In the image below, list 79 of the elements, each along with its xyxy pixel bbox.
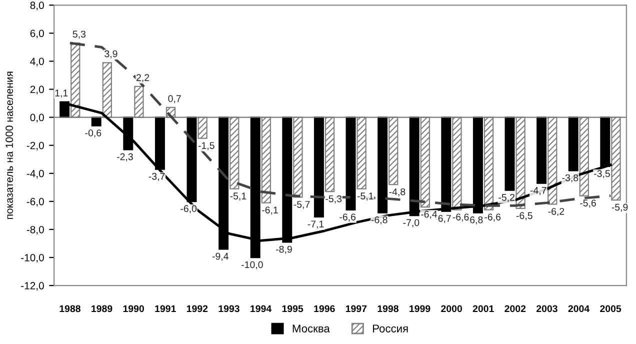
y-tick-label: -10,0 [21,254,44,263]
data-label: -6,2 [548,208,564,216]
x-tick-label: 2004 [568,305,590,312]
data-label: 5,3 [72,30,86,39]
x-tick-label: 1998 [378,305,398,312]
data-label: -5,6 [580,200,596,208]
x-tick-label: 2000 [441,305,462,312]
y-tick-label: -6,0 [26,198,44,207]
data-label: -6,0 [180,205,197,214]
data-label: -6,1 [262,206,278,215]
data-label: -6,6 [340,214,356,222]
data-label: -5,9 [612,204,628,212]
data-label: -7,0 [403,219,420,228]
data-label: -5,3 [326,195,342,204]
bar [472,116,483,214]
data-label: -2,3 [117,153,133,162]
y-tick-label: -2,0 [26,142,44,150]
bar [504,116,515,191]
data-label: -1,5 [198,142,214,150]
data-label: -3,8 [562,174,578,182]
data-label: -7,1 [308,220,324,229]
data-label: -6,6 [452,214,469,222]
data-label: -3,7 [148,172,165,181]
y-tick-label: -8,0 [26,226,44,235]
bar [409,116,420,216]
data-label: -6,4 [421,210,438,219]
data-label: 2,2 [136,74,150,82]
x-tick-label: 1990 [123,305,144,312]
x-tick-label: 2005 [600,305,622,312]
x-tick-label: 1992 [186,305,208,312]
x-tick-label: 2001 [472,305,494,312]
y-tick-label: 8,0 [30,2,44,10]
y-axis-title: показатель на 1000 населения [6,72,13,219]
data-label: -6,8 [371,216,388,224]
data-label: -6,8 [466,216,483,224]
data-label: -5,2 [498,194,514,202]
data-label: -0,6 [85,129,102,138]
y-tick-label: 4,0 [30,58,44,66]
x-tick-label: 1991 [155,305,176,312]
data-label: -6,7 [435,214,451,224]
y-tick-label: 0,0 [30,114,44,122]
bar [441,116,452,212]
data-label: -4,7 [530,187,546,195]
data-label: 0,7 [168,95,181,104]
line-series [68,42,612,207]
x-tick-label: 1989 [92,305,112,312]
bar [378,116,388,214]
x-tick-label: 1988 [60,305,80,312]
data-label: -5,7 [294,201,310,209]
bar [536,116,547,184]
x-tick-label: 1997 [346,305,367,312]
legend-label: Россия [373,324,408,332]
x-tick-label: 1999 [410,305,430,312]
x-tick-label: 2003 [536,305,558,312]
data-label: -6,6 [484,214,501,222]
x-tick-label: 2002 [504,305,526,312]
data-label: -10,0 [242,261,263,270]
y-tick-label: 6,0 [30,30,44,38]
data-label: -5,1 [230,192,246,201]
x-tick-label: 1993 [218,305,240,312]
data-label: -4,8 [389,188,406,196]
legend-label: Москва [292,324,330,332]
y-tick-label: -12,0 [21,282,44,291]
data-label: -8,9 [276,246,292,254]
data-label: -6,5 [516,212,532,220]
y-tick-label: -4,0 [26,170,44,178]
x-tick-label: 1994 [250,305,272,312]
data-label: -9,4 [212,252,228,261]
x-tick-label: 1996 [314,305,335,312]
x-tick-label: 1995 [282,305,304,312]
data-label: 3,9 [104,50,118,58]
bar [346,116,356,211]
y-tick-label: 2,0 [30,86,44,94]
bar [154,116,165,170]
bar [314,116,324,218]
data-label: -3,5 [594,170,610,178]
bar [568,116,578,172]
data-label: -5,1 [357,192,374,201]
data-label: 1,1 [55,90,68,98]
